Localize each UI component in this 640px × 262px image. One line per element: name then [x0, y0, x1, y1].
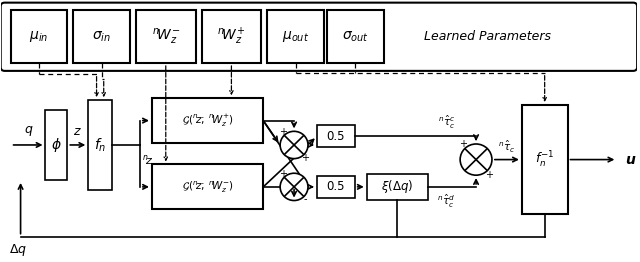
Bar	[317, 125, 355, 147]
Bar	[202, 10, 261, 63]
Bar	[136, 10, 196, 63]
Bar	[152, 98, 263, 143]
Text: +: +	[459, 139, 467, 149]
Text: $q$: $q$	[24, 124, 33, 138]
Bar	[88, 100, 112, 190]
Bar	[45, 110, 67, 180]
Text: 0.5: 0.5	[326, 180, 345, 193]
Text: $\mathcal{G}({}^{n}\!z;\,{}^{n}\!W_z^{-})$: $\mathcal{G}({}^{n}\!z;\,{}^{n}\!W_z^{-}…	[182, 179, 234, 195]
Text: ${}^{n}\!W_z^{+}$: ${}^{n}\!W_z^{+}$	[218, 26, 246, 47]
Text: $\mu_{out}$: $\mu_{out}$	[282, 29, 309, 44]
Text: +: +	[485, 170, 493, 180]
Text: $\sigma_{in}$: $\sigma_{in}$	[92, 30, 111, 44]
Text: 0.5: 0.5	[326, 130, 345, 143]
Text: $\mathcal{G}({}^{n}\!z;\,{}^{n}\!W_z^{+})$: $\mathcal{G}({}^{n}\!z;\,{}^{n}\!W_z^{+}…	[182, 113, 234, 129]
Circle shape	[460, 144, 492, 175]
Bar	[152, 165, 263, 209]
Text: $z$: $z$	[74, 125, 82, 138]
Text: +: +	[301, 153, 309, 163]
FancyBboxPatch shape	[1, 3, 637, 71]
Text: +: +	[279, 169, 287, 179]
Text: $\sigma_{out}$: $\sigma_{out}$	[342, 30, 369, 44]
Bar	[327, 10, 383, 63]
Bar	[367, 174, 428, 200]
Text: $\boldsymbol{u}$: $\boldsymbol{u}$	[625, 152, 637, 167]
Bar	[268, 10, 324, 63]
Text: ${}^{n}\hat{\tau}_c^d$: ${}^{n}\hat{\tau}_c^d$	[437, 193, 455, 210]
Text: $\Delta q$: $\Delta q$	[9, 242, 27, 258]
Bar	[11, 10, 67, 63]
Text: Learned Parameters: Learned Parameters	[424, 30, 552, 43]
Text: $\xi(\Delta q)$: $\xi(\Delta q)$	[381, 178, 413, 195]
Text: $f_n$: $f_n$	[94, 136, 106, 154]
Text: $f_n^{-1}$: $f_n^{-1}$	[535, 150, 554, 170]
Text: ${}^{n}\hat{\tau}_c$: ${}^{n}\hat{\tau}_c$	[499, 139, 515, 155]
Text: +: +	[279, 127, 287, 137]
Bar	[74, 10, 130, 63]
Text: ${}^{n}\!z$: ${}^{n}\!z$	[142, 153, 154, 167]
Circle shape	[280, 131, 308, 159]
Text: ${}^{n}\hat{\tau}_c^c$: ${}^{n}\hat{\tau}_c^c$	[438, 114, 455, 131]
Text: ${}^{n}\!W_z^{-}$: ${}^{n}\!W_z^{-}$	[152, 27, 180, 47]
Circle shape	[280, 173, 308, 200]
Bar	[317, 176, 355, 198]
Bar	[522, 105, 568, 214]
Text: -: -	[303, 195, 307, 205]
Text: $\phi$: $\phi$	[51, 136, 61, 154]
Text: $\mu_{in}$: $\mu_{in}$	[29, 29, 49, 44]
